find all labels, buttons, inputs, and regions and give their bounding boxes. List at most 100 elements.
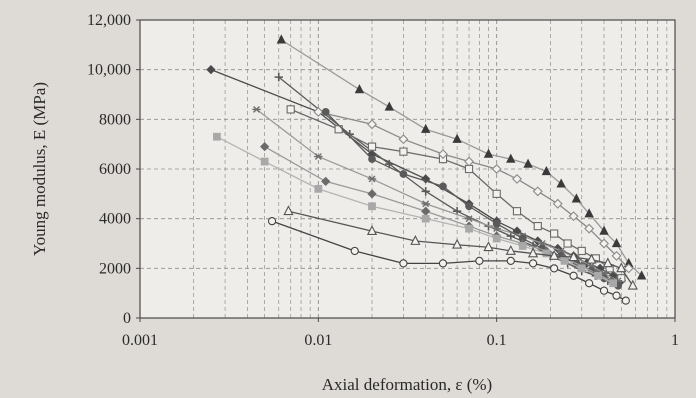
data-point [421,123,431,133]
x-tick-label: 1 [671,332,679,349]
data-point [439,182,447,191]
data-point [464,215,474,223]
data-point [421,187,430,196]
x-tick-label: 0.01 [304,332,332,349]
data-point [523,158,533,168]
data-point [276,34,287,44]
data-point [571,193,582,203]
data-point [274,72,283,82]
series-1 [276,34,647,280]
data-point [512,207,522,216]
data-point [552,198,563,209]
data-point [464,156,475,167]
data-point [549,249,560,260]
data-point [594,271,602,280]
data-point [398,134,409,145]
data-point [599,238,610,249]
data-point [577,246,586,256]
y-tick-label: 8000 [99,111,131,128]
data-point [313,106,324,117]
data-point [627,279,638,290]
y-axis-label: Young modulus, E (MPa) [30,82,49,256]
data-point [636,270,647,280]
data-point [267,217,277,226]
data-point [452,238,463,249]
y-tick-label: 12,000 [87,12,131,29]
data-point [492,219,501,228]
data-point [286,105,295,114]
y-tick-label: 10,000 [87,62,131,79]
data-point [585,279,594,288]
data-point [541,166,552,176]
data-point [492,234,501,243]
series-4 [286,105,626,283]
data-point [314,153,323,161]
data-point [584,208,594,218]
data-point [577,264,586,273]
data-point [252,105,261,113]
data-point [512,173,522,184]
data-point [556,178,566,188]
data-point [621,296,630,305]
data-point [560,257,569,265]
data-point [452,133,462,143]
data-point [465,202,473,211]
data-point [321,176,331,187]
data-point [609,279,618,288]
data-point [506,256,515,266]
data-point [366,225,378,235]
series-line [280,39,643,277]
x-tick-label: 0.1 [487,332,507,349]
data-point [399,170,408,178]
data-point [483,241,494,252]
data-point [213,132,221,141]
y-tick-label: 0 [123,310,131,327]
data-point [367,119,377,130]
series-11 [267,217,630,305]
data-point [368,155,376,163]
x-axis-label: Axial deformation, ε (%) [322,375,492,394]
data-point [568,251,579,262]
data-point [438,149,448,160]
data-point [367,142,377,151]
data-point [506,153,516,163]
x-tick-label: 0.001 [122,332,158,349]
data-point [483,148,494,158]
data-point [569,271,578,280]
data-point [599,286,609,295]
data-point [586,253,597,264]
data-point [354,84,365,94]
data-point [528,259,538,268]
data-point [584,223,595,234]
data-point [492,189,501,198]
data-point [438,259,448,268]
data-point [367,175,377,183]
data-point [518,242,527,250]
y-tick-label: 2000 [99,260,131,277]
data-point [410,235,421,245]
data-point [542,249,551,258]
data-point [533,236,543,246]
y-tick-label: 6000 [99,161,131,178]
data-point [399,259,408,268]
data-point [421,200,430,208]
data-point [616,262,627,273]
data-point [465,224,473,233]
data-point [421,214,430,223]
data-point [321,108,330,116]
data-point [491,164,502,174]
data-point [206,65,216,75]
data-point [611,238,622,248]
data-point [368,202,376,211]
data-point [599,225,609,235]
series-layer [206,34,647,305]
data-point [568,211,579,222]
data-point [350,246,359,256]
series-5 [313,106,634,274]
data-point [260,142,270,152]
data-point [283,205,294,216]
data-point [505,244,516,255]
series-10 [283,205,638,290]
data-point [623,263,634,274]
